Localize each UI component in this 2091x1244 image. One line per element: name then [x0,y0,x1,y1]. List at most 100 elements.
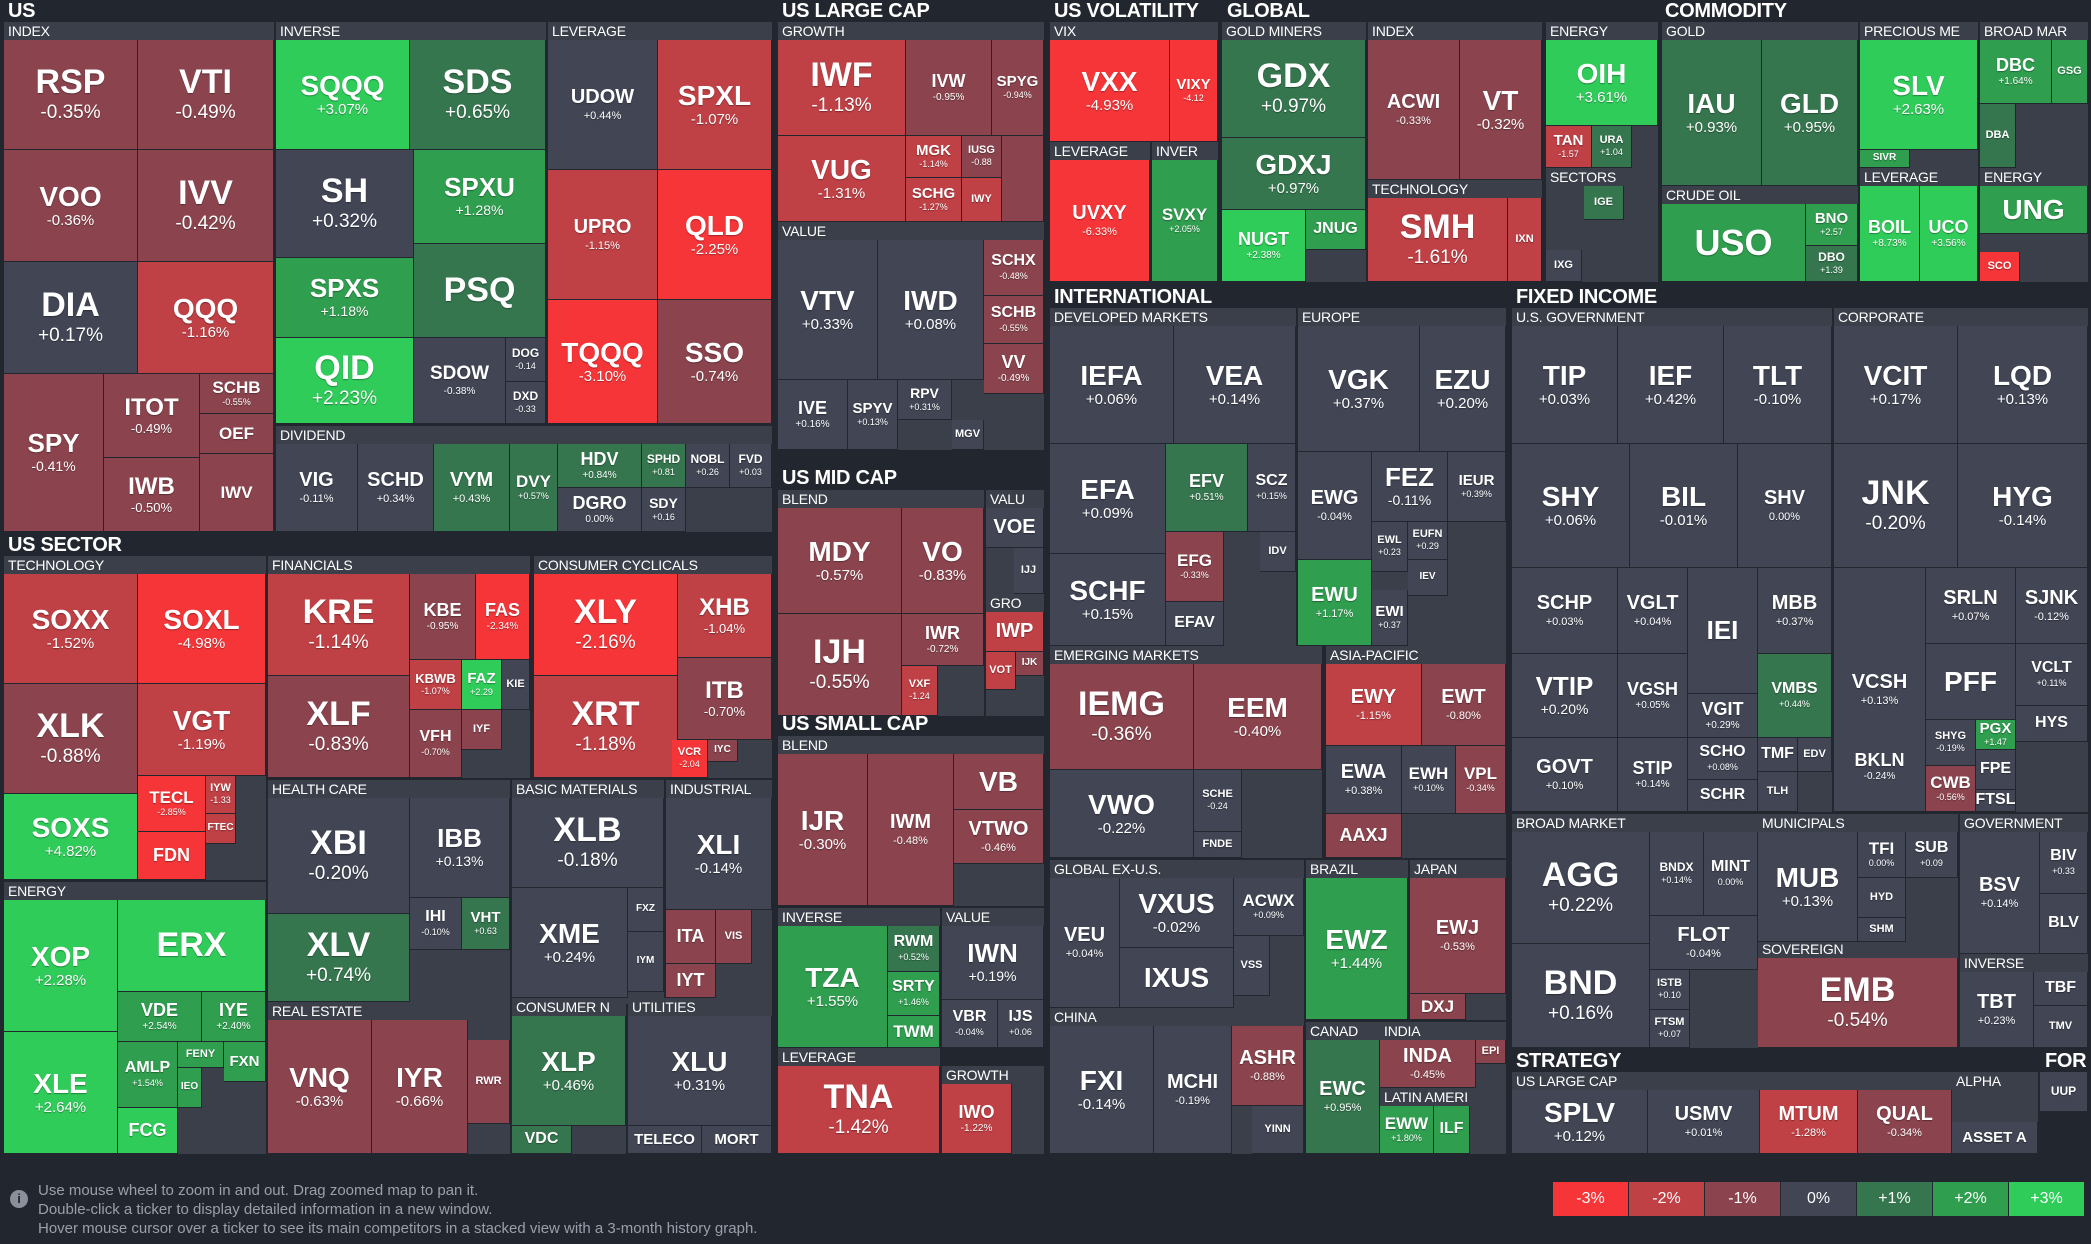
ticker-tile-tna[interactable]: TNA -1.42% [778,1066,940,1154]
ticker-tile-ive[interactable]: IVE +0.16% [778,380,848,450]
ticker-tile-xle[interactable]: XLE +2.64% [4,1032,118,1154]
ticker-tile-ewa[interactable]: EWA +0.38% [1326,746,1402,814]
ticker-tile-mdy[interactable]: MDY -0.57% [778,508,902,614]
ticker-tile-erx[interactable]: ERX [118,900,266,992]
ticker-tile-splv[interactable]: SPLV +0.12% [1512,1090,1648,1154]
ticker-tile-qid[interactable]: QID +2.23% [276,338,414,424]
ticker-tile-schx[interactable]: SCHX -0.48% [984,240,1044,296]
ticker-tile-blv[interactable]: BLV [2040,894,2088,954]
ticker-tile-tqqq[interactable]: TQQQ -3.10% [548,300,658,424]
ticker-tile-iyc[interactable]: IYC [708,740,738,762]
ticker-tile-vug[interactable]: VUG -1.31% [778,136,906,222]
ticker-tile-srty[interactable]: SRTY +1.46% [888,972,940,1016]
ticker-tile-sub[interactable]: SUB +0.09 [1906,832,1958,878]
ticker-tile-mchi[interactable]: MCHI -0.19% [1154,1026,1232,1154]
ticker-tile-fxi[interactable]: FXI -0.14% [1050,1026,1154,1154]
ticker-tile-feny[interactable]: FENY [178,1042,224,1068]
ticker-tile-spxl[interactable]: SPXL -1.07% [658,40,772,170]
ticker-tile-iwb[interactable]: IWB -0.50% [104,458,200,532]
ticker-tile-eem[interactable]: EEM -0.40% [1194,664,1322,770]
ticker-tile-schb[interactable]: SCHB -0.55% [984,296,1044,344]
ticker-tile-vpl[interactable]: VPL -0.34% [1456,746,1506,814]
ticker-tile-spxu[interactable]: SPXU +1.28% [414,150,546,244]
ticker-tile-lqd[interactable]: LQD +0.13% [1958,326,2088,444]
ticker-tile-biv[interactable]: BIV +0.33 [2040,832,2088,894]
ticker-tile-ewh[interactable]: EWH +0.10% [1402,746,1456,814]
ticker-tile-ijh[interactable]: IJH -0.55% [778,614,902,716]
ticker-tile-mgk[interactable]: MGK -1.14% [906,136,962,178]
ticker-tile-fpe[interactable]: FPE [1976,750,2016,790]
ticker-tile-usmv[interactable]: USMV +0.01% [1648,1090,1760,1154]
ticker-tile-tbt[interactable]: TBT +0.23% [1960,972,2034,1048]
ticker-tile-itb[interactable]: ITB -0.70% [678,658,772,740]
ticker-tile-ijj[interactable]: IJJ [1014,548,1044,594]
ticker-tile-vo[interactable]: VO -0.83% [902,508,984,614]
ticker-tile-xlf[interactable]: XLF -0.83% [268,676,410,778]
ticker-tile-ftsm[interactable]: FTSM +0.07 [1650,1010,1690,1048]
ticker-tile-efv[interactable]: EFV +0.51% [1166,444,1248,532]
ticker-tile-ewc[interactable]: EWC +0.95% [1306,1040,1380,1154]
ticker-tile-uup[interactable]: UUP [2040,1072,2088,1112]
ticker-tile-emb[interactable]: EMB -0.54% [1758,958,1958,1048]
ticker-tile-hys[interactable]: HYS [2016,706,2088,742]
ticker-tile-shy[interactable]: SHY +0.06% [1512,444,1630,568]
ticker-tile-vym[interactable]: VYM +0.43% [434,444,510,532]
ticker-tile-oef[interactable]: OEF [200,414,274,454]
ticker-tile-sdow[interactable]: SDOW -0.38% [414,338,506,424]
ticker-tile-gsg[interactable]: GSG [2052,40,2088,104]
ticker-tile-bno[interactable]: BNO +2.57 [1806,204,1858,246]
ticker-tile-uvxy[interactable]: UVXY -6.33% [1050,160,1150,282]
ticker-tile-iwy[interactable]: IWY [962,178,1002,222]
ticker-tile-uso[interactable]: USO [1662,204,1806,282]
ticker-tile-ivv[interactable]: IVV -0.42% [138,150,274,262]
ticker-tile-iwv[interactable]: IWV [200,454,274,532]
ticker-tile-vtv[interactable]: VTV +0.33% [778,240,878,380]
ticker-tile-dba[interactable]: DBA [1980,104,2016,168]
ticker-tile-sphd[interactable]: SPHD +0.81 [642,444,686,488]
ticker-tile-iyf[interactable]: IYF [462,710,502,750]
ticker-tile-pff[interactable]: PFF [1926,644,2016,720]
ticker-tile-bkln[interactable]: BKLN -0.24% [1834,722,1926,812]
ticker-tile-xop[interactable]: XOP +2.28% [4,900,118,1032]
ticker-tile-rpv[interactable]: RPV +0.31% [898,380,952,420]
ticker-tile-bndx[interactable]: BNDX +0.14% [1650,832,1704,916]
ticker-tile-iwm[interactable]: IWM -0.48% [868,754,954,906]
ticker-tile-ixus[interactable]: IXUS [1120,948,1234,1008]
ticker-tile-fxz[interactable]: FXZ [628,888,664,932]
ticker-tile-vtwo[interactable]: VTWO -0.46% [954,810,1044,864]
ticker-tile-agg[interactable]: AGG +0.22% [1512,832,1650,944]
ticker-tile-sds[interactable]: SDS +0.65% [410,40,546,150]
ticker-tile-schr[interactable]: SCHR [1688,780,1758,812]
ticker-tile-ewj[interactable]: EWJ -0.53% [1410,878,1506,994]
ticker-tile-xlb[interactable]: XLB -0.18% [512,798,664,888]
ticker-tile-shyg[interactable]: SHYG -0.19% [1926,720,1976,766]
ticker-tile-ewl[interactable]: EWL +0.23 [1372,522,1408,572]
ticker-tile-iwf[interactable]: IWF -1.13% [778,40,906,136]
ticker-tile-acwi[interactable]: ACWI -0.33% [1368,40,1460,180]
ticker-tile-bil[interactable]: BIL -0.01% [1630,444,1738,568]
ticker-tile-dxd[interactable]: DXD -0.33 [506,382,546,424]
ticker-tile-gdxj[interactable]: GDXJ +0.97% [1222,138,1366,210]
ticker-tile-mtum[interactable]: MTUM -1.28% [1760,1090,1858,1154]
ticker-tile-inda[interactable]: INDA -0.45% [1380,1040,1476,1088]
ticker-tile-jnug[interactable]: JNUG [1306,210,1366,250]
ticker-tile-sco[interactable]: SCO [1980,252,2020,282]
ticker-tile-tbf[interactable]: TBF [2034,972,2088,1006]
ticker-tile-ewi[interactable]: EWI +0.37 [1372,590,1408,646]
ticker-tile-voo[interactable]: VOO -0.36% [4,150,138,262]
ticker-tile-slv[interactable]: SLV +2.63% [1860,40,1978,150]
ticker-tile-sivr[interactable]: SIVR [1860,150,1910,168]
ticker-tile-rsp[interactable]: RSP -0.35% [4,40,138,150]
ticker-tile-itot[interactable]: ITOT -0.49% [104,374,200,458]
ticker-tile-fez[interactable]: FEZ -0.11% [1372,452,1448,522]
ticker-tile-govt[interactable]: GOVT +0.10% [1512,738,1618,812]
ticker-tile-vis[interactable]: VIS [716,910,752,964]
ticker-tile-tlh[interactable]: TLH [1758,772,1798,812]
ticker-tile-iwn[interactable]: IWN +0.19% [942,926,1044,1000]
ticker-tile-tfi[interactable]: TFI 0.00% [1858,832,1906,878]
ticker-tile-vdc[interactable]: VDC [512,1126,572,1154]
ticker-tile-fas[interactable]: FAS -2.34% [476,574,530,660]
ticker-tile-iusg[interactable]: IUSG -0.88 [962,136,1002,178]
ticker-tile-xrt[interactable]: XRT -1.18% [534,676,678,778]
ticker-tile-vcit[interactable]: VCIT +0.17% [1834,326,1958,444]
